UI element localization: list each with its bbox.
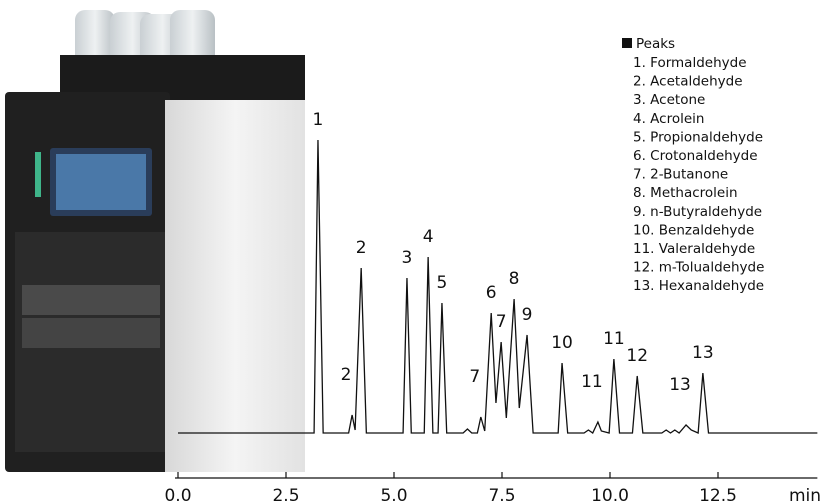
peak-label: 11 (603, 329, 625, 349)
legend-item: 10. Benzaldehyde (633, 222, 754, 238)
peak-label: 2 (356, 238, 367, 258)
trace (178, 139, 818, 434)
legend-item: 2. Acetaldehyde (633, 74, 743, 90)
peak-label: 7 (496, 312, 507, 332)
peak-label: 13 (669, 375, 691, 395)
legend-item: 6. Crotonaldehyde (633, 148, 758, 164)
peak-label: 3 (402, 248, 413, 268)
peak-label: 6 (486, 283, 497, 303)
x-tick-label: 0.0 (164, 486, 191, 504)
legend-item: 1. Formaldehyde (633, 55, 747, 71)
legend-item: 13. Hexanaldehyde (633, 278, 764, 294)
legend-item: 3. Acetone (633, 92, 705, 108)
peak-label: 7 (469, 367, 480, 387)
legend-item: 9. n-Butyraldehyde (633, 204, 762, 220)
x-tick-label: 5.0 (380, 486, 407, 504)
x-tick-label: 10.0 (591, 486, 629, 504)
peak-label: 9 (522, 305, 533, 325)
legend-item: 12. m-Tolualdehyde (633, 260, 764, 276)
peak-label: 8 (509, 269, 520, 289)
peak-label: 4 (423, 227, 434, 247)
x-axis-label: min (789, 486, 821, 504)
x-tick-label: 12.5 (699, 486, 737, 504)
legend-item: 4. Acrolein (633, 111, 704, 127)
peak-label: 12 (626, 346, 648, 366)
legend-item: 11. Valeraldehyde (633, 241, 755, 257)
legend-item: 7. 2-Butanone (633, 167, 728, 183)
legend-item: 5. Propionaldehyde (633, 129, 763, 145)
peak-label: 2 (341, 365, 352, 385)
x-tick-label: 7.5 (488, 486, 515, 504)
peak-label: 5 (437, 273, 448, 293)
legend-item: 8. Methacrolein (633, 185, 738, 201)
peak-label: 1 (313, 110, 324, 130)
peak-label: 11 (581, 372, 603, 392)
legend-title: Peaks (636, 36, 675, 52)
legend-marker (622, 38, 632, 48)
instrument-photo (5, 10, 305, 472)
peak-label: 13 (692, 343, 714, 363)
peak-label: 10 (551, 333, 573, 353)
x-tick-label: 2.5 (272, 486, 299, 504)
